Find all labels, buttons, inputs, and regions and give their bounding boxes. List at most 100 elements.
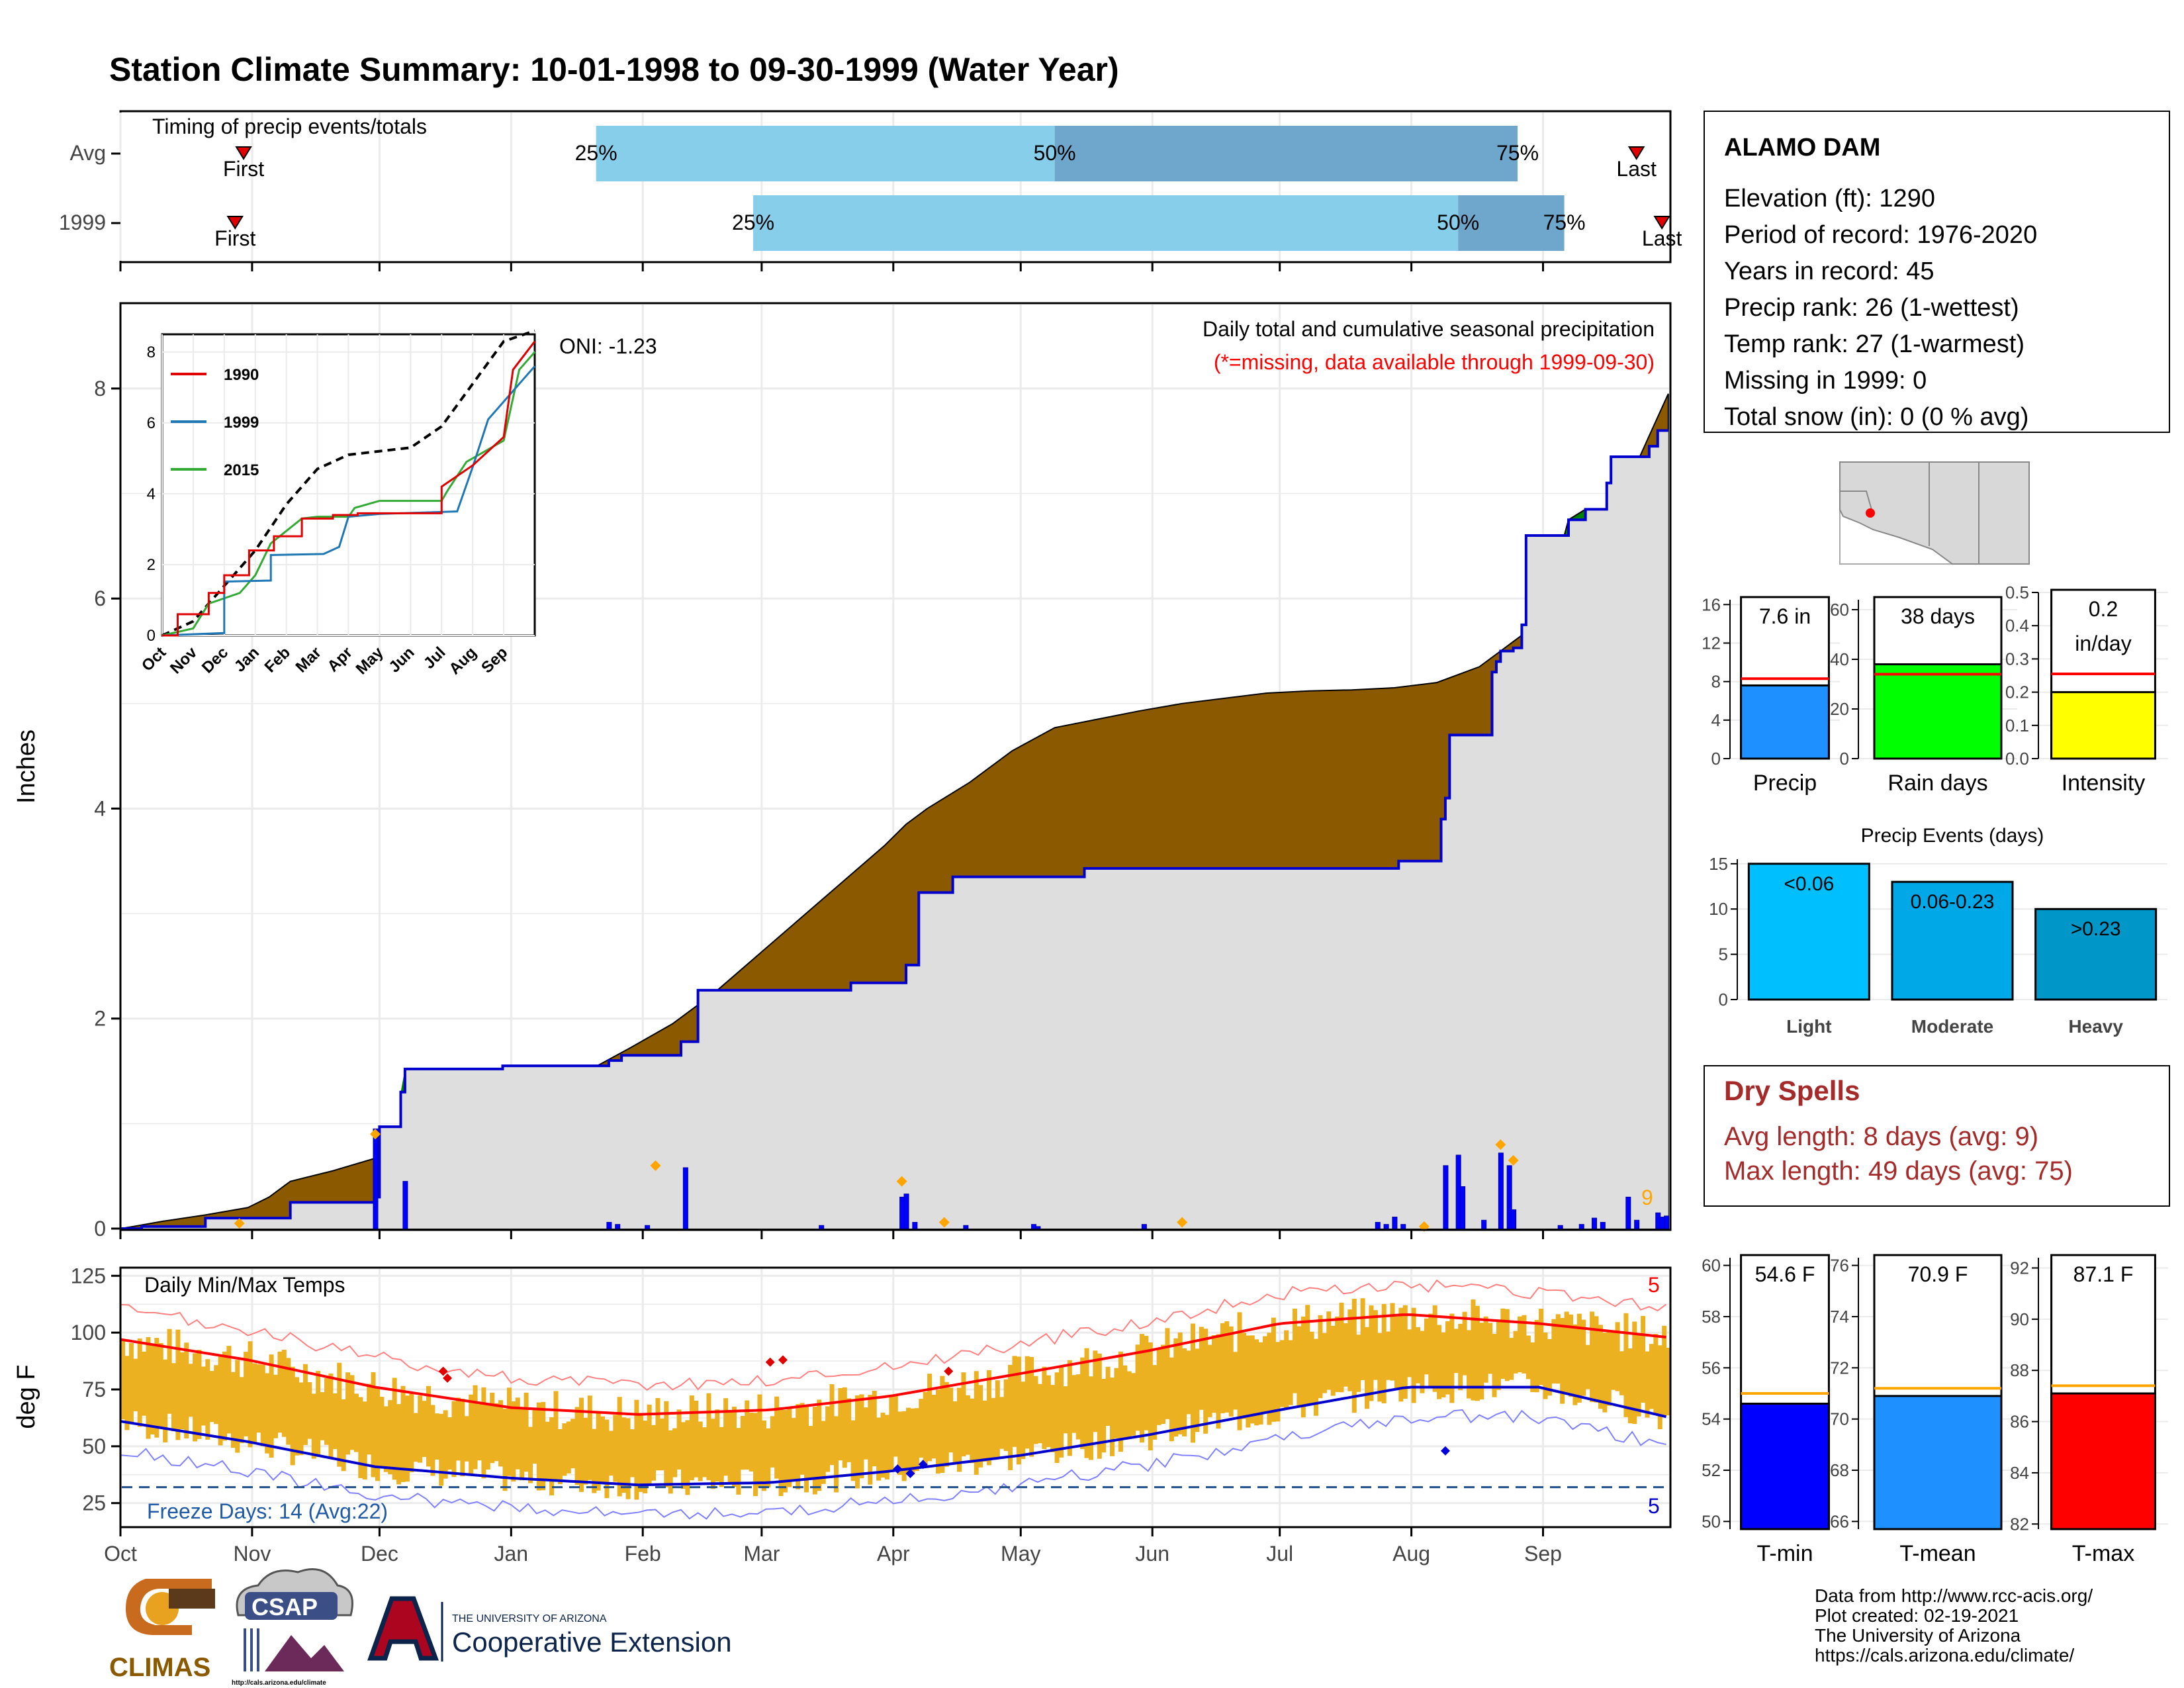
csap-mountain: [265, 1635, 344, 1671]
daily-temp-bar: [1467, 1330, 1472, 1399]
daily-temp-bar: [833, 1416, 839, 1493]
timing-bar-25-50: [596, 126, 1055, 181]
events-bar-label: <0.06: [1784, 873, 1834, 895]
daily-temp-bar: [1114, 1368, 1119, 1438]
daily-temp-bar: [715, 1409, 720, 1481]
daily-precip-bar: [615, 1224, 621, 1229]
daily-temp-bar: [298, 1382, 304, 1456]
daily-temp-bar: [1594, 1316, 1599, 1403]
csap-text: CSAP: [251, 1593, 318, 1620]
month-label: Sep: [1524, 1542, 1562, 1566]
daily-precip-bar: [1498, 1152, 1504, 1229]
timing-first-label: First: [214, 226, 255, 250]
daily-temp-bar: [1365, 1327, 1370, 1409]
footer-line: Data from http://www.rcc-acis.org/: [1815, 1585, 2093, 1606]
daily-temp-bar: [1492, 1334, 1497, 1397]
precip-missing-note: (*=missing, data available through 1999-…: [1214, 350, 1655, 374]
daily-precip-bar: [1600, 1221, 1606, 1229]
daily-temp-bar: [617, 1397, 622, 1497]
daily-temp-bar: [1135, 1344, 1140, 1431]
daily-temp-bar: [557, 1429, 563, 1485]
station-line: Precip rank: 26 (1-wettest): [1724, 294, 2019, 322]
timing-panel: Avg 25% 50% 75% First Last 1999 25% 50% 75% First L…: [59, 110, 1682, 271]
station-box: [1704, 111, 2170, 433]
station-line: Missing in 1999: 0: [1724, 367, 1927, 395]
daily-temp-bar: [1615, 1322, 1620, 1391]
daily-temp-bar: [422, 1401, 427, 1457]
daily-temp-bar: [719, 1427, 724, 1487]
daily-temp-bar: [863, 1407, 868, 1460]
daily-temp-bar: [736, 1428, 741, 1495]
station-marker: [1866, 508, 1875, 518]
csap-url: http://cals.arizona.edu/climate: [232, 1679, 326, 1687]
record-min-line: [120, 1409, 1666, 1520]
temp-bottom-count: 5: [1648, 1494, 1660, 1518]
daily-precip-bar: [1511, 1209, 1517, 1229]
daily-temp-bar: [1165, 1328, 1170, 1419]
daily-precip-bar: [1481, 1219, 1487, 1229]
daily-temp-bar: [1500, 1308, 1506, 1379]
events-category-label: Light: [1786, 1016, 1831, 1037]
temp-ytick-label: 50: [82, 1434, 106, 1458]
daily-temp-bar: [1050, 1385, 1056, 1452]
daily-temp-bar: [1598, 1325, 1603, 1409]
daily-temp-bar: [1569, 1314, 1574, 1397]
timing-last-label: Last: [1616, 157, 1657, 181]
daily-temp-bar: [817, 1399, 822, 1491]
daily-temp-bar: [1381, 1303, 1387, 1404]
daily-temp-bar: [1148, 1342, 1153, 1450]
daily-temp-bar: [404, 1395, 410, 1482]
page-title: Station Climate Summary: 10-01-1998 to 0…: [109, 51, 1119, 88]
daily-temp-bar: [1369, 1305, 1374, 1401]
daily-temp-bar: [957, 1387, 962, 1472]
daily-temp-bar: [1386, 1331, 1391, 1380]
climas-logo: CLIMAS: [109, 1579, 215, 1682]
tmax-summary-ytick-label: 88: [2010, 1360, 2029, 1380]
month-label: Jan: [494, 1542, 529, 1566]
daily-temp-bar: [706, 1393, 711, 1481]
daily-temp-bar: [418, 1395, 423, 1463]
daily-temp-bar: [477, 1404, 482, 1461]
tmax-summary-axis-label: T-max: [2072, 1541, 2134, 1566]
intensity-summary-axis-label: Intensity: [2062, 771, 2146, 796]
daily-temp-bar: [1458, 1323, 1463, 1391]
raindays-summary-axis-label: Rain days: [1888, 771, 1987, 796]
daily-temp-bar: [426, 1385, 431, 1467]
daily-precip-bar: [645, 1225, 651, 1229]
daily-max-diamond: [1495, 1139, 1506, 1150]
daily-max-diamond: [1508, 1154, 1519, 1166]
daily-temp-bar: [659, 1418, 664, 1471]
daily-temp-bar: [179, 1352, 185, 1430]
daily-temp-bar: [1173, 1338, 1179, 1437]
daily-temp-bar: [1636, 1335, 1641, 1417]
daily-temp-bar: [1008, 1364, 1013, 1470]
daily-temp-bar: [893, 1394, 898, 1457]
daily-temp-bar: [872, 1391, 877, 1467]
timing-bar-25-50: [753, 195, 1459, 251]
daily-temp-bar: [184, 1342, 189, 1439]
month-label: Oct: [104, 1542, 137, 1566]
record-high-marker: [765, 1357, 775, 1367]
daily-temp-bar: [1402, 1305, 1408, 1399]
daily-temp-bar: [167, 1329, 172, 1414]
daily-temp-bar: [1228, 1326, 1234, 1417]
daily-temp-bar: [685, 1420, 690, 1495]
daily-temp-bar: [1318, 1315, 1323, 1399]
daily-precip-bar: [1443, 1165, 1449, 1229]
daily-temp-bar: [1263, 1336, 1268, 1414]
daily-temp-bar: [1326, 1311, 1332, 1390]
daily-temp-bar: [782, 1409, 788, 1493]
temp-panel: 25 50 75 100 125 deg F Daily Min/Max Temps F…: [13, 1264, 1672, 1566]
daily-temp-bar: [1101, 1378, 1107, 1453]
daily-temp-bar: [413, 1413, 418, 1462]
daily-temp-bar: [995, 1380, 1000, 1457]
daily-precip-bar: [1625, 1196, 1631, 1229]
avg-max-line: [120, 1313, 1666, 1416]
daily-temp-bar: [1016, 1356, 1021, 1465]
month-label: Dec: [361, 1542, 398, 1566]
timing-row-label: Avg: [69, 141, 106, 165]
tmean-summary-ytick-label: 76: [1830, 1256, 1849, 1276]
daily-temp-bar: [774, 1396, 780, 1479]
daily-precip-bar: [1141, 1224, 1147, 1229]
daily-temp-bar: [124, 1356, 130, 1430]
